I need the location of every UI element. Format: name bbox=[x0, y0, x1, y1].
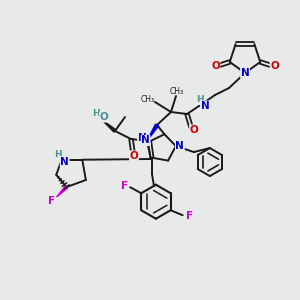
Text: CH₃: CH₃ bbox=[141, 94, 155, 103]
Text: F: F bbox=[48, 196, 55, 206]
Text: O: O bbox=[130, 151, 138, 161]
Polygon shape bbox=[147, 124, 158, 141]
Text: O: O bbox=[270, 61, 279, 71]
Text: H: H bbox=[92, 110, 100, 118]
Text: O: O bbox=[190, 125, 198, 135]
Text: F: F bbox=[186, 211, 193, 221]
Text: O: O bbox=[211, 61, 220, 71]
Text: N: N bbox=[138, 133, 146, 143]
Text: F: F bbox=[121, 181, 128, 191]
Text: H: H bbox=[196, 95, 204, 104]
Text: N: N bbox=[201, 101, 209, 111]
Text: N: N bbox=[60, 157, 69, 167]
Text: H: H bbox=[54, 150, 62, 159]
Text: O: O bbox=[100, 112, 108, 122]
Polygon shape bbox=[101, 119, 116, 132]
Text: N: N bbox=[176, 141, 184, 151]
Polygon shape bbox=[56, 186, 68, 197]
Text: CH₃: CH₃ bbox=[170, 86, 184, 95]
Text: N: N bbox=[141, 135, 150, 146]
Text: N: N bbox=[241, 68, 249, 78]
